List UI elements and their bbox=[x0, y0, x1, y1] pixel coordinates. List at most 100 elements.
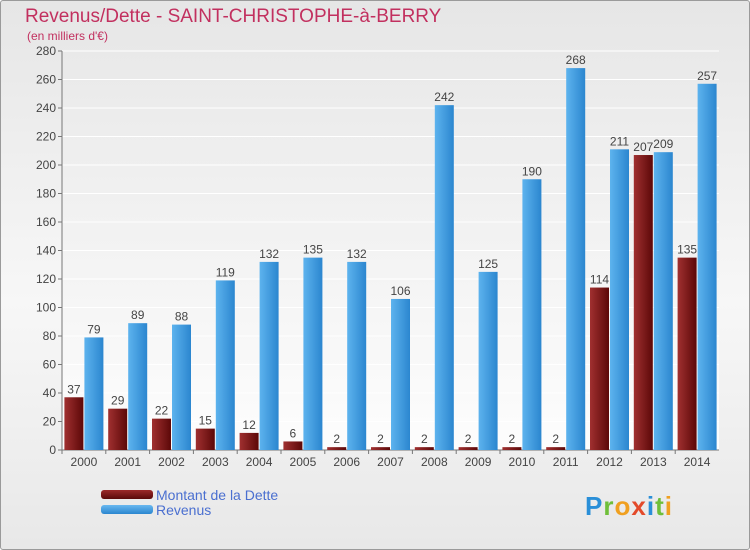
bar-debt-2006 bbox=[327, 447, 347, 450]
y-tick-label-20: 20 bbox=[43, 415, 57, 429]
y-tick-label-260: 260 bbox=[36, 73, 56, 87]
logo-letter: i bbox=[646, 491, 656, 521]
y-tick-label-0: 0 bbox=[49, 443, 56, 457]
y-tick-label-240: 240 bbox=[36, 101, 56, 115]
data-label-debt-2005: 6 bbox=[290, 426, 297, 440]
x-tick-label-2005: 2005 bbox=[290, 455, 317, 469]
bar-revenue-2001 bbox=[128, 323, 148, 450]
x-tick-label-2001: 2001 bbox=[114, 455, 141, 469]
data-label-debt-2004: 12 bbox=[242, 418, 256, 432]
x-tick-label-2007: 2007 bbox=[377, 455, 404, 469]
x-tick-label-2011: 2011 bbox=[553, 455, 579, 469]
bar-revenue-2012 bbox=[610, 149, 629, 450]
legend-swatch-debt bbox=[101, 490, 153, 499]
legend-swatch-revenue bbox=[101, 505, 153, 514]
x-tick-label-2012: 2012 bbox=[596, 455, 623, 469]
legend-label-revenue: Revenus bbox=[156, 501, 212, 518]
y-tick-label-200: 200 bbox=[36, 158, 56, 172]
data-label-debt-2000: 37 bbox=[67, 382, 81, 396]
bar-debt-2004 bbox=[239, 432, 259, 450]
y-tick-label-60: 60 bbox=[43, 358, 57, 372]
data-label-revenue-2004: 132 bbox=[259, 247, 279, 261]
data-label-debt-2003: 15 bbox=[199, 414, 213, 428]
data-label-debt-2008: 2 bbox=[421, 432, 428, 446]
bar-debt-2009 bbox=[458, 447, 478, 450]
bar-revenue-2013 bbox=[653, 152, 673, 451]
bar-revenue-2008 bbox=[434, 105, 454, 451]
proxiti-logo: Proxiti bbox=[585, 491, 673, 522]
data-label-debt-2007: 2 bbox=[377, 432, 384, 446]
data-label-debt-2002: 22 bbox=[155, 404, 169, 418]
y-tick-label-40: 40 bbox=[43, 386, 57, 400]
y-tick-label-180: 180 bbox=[36, 187, 56, 201]
bar-revenue-2010 bbox=[522, 179, 542, 450]
data-label-revenue-2010: 190 bbox=[522, 164, 542, 178]
data-label-revenue-2014: 257 bbox=[697, 69, 717, 83]
data-label-revenue-2002: 88 bbox=[175, 310, 189, 324]
data-label-debt-2006: 2 bbox=[333, 432, 340, 446]
bar-debt-2014 bbox=[677, 257, 697, 450]
bar-revenue-2002 bbox=[172, 324, 191, 450]
data-label-debt-2013: 207 bbox=[633, 140, 653, 154]
logo-letter: i bbox=[664, 491, 673, 521]
x-tick-label-2002: 2002 bbox=[158, 455, 185, 469]
bar-revenue-2003 bbox=[215, 280, 235, 450]
data-label-debt-2001: 29 bbox=[111, 394, 125, 408]
data-label-debt-2011: 2 bbox=[552, 432, 559, 446]
bar-debt-2003 bbox=[195, 428, 215, 450]
bar-revenue-2009 bbox=[478, 271, 498, 450]
data-label-revenue-2001: 89 bbox=[131, 308, 145, 322]
y-tick-label-120: 120 bbox=[36, 272, 56, 286]
bar-debt-2008 bbox=[414, 447, 434, 450]
logo-letter: t bbox=[655, 491, 665, 521]
bar-debt-2005 bbox=[283, 441, 303, 450]
logo-letter: o bbox=[614, 491, 632, 521]
x-tick-label-2004: 2004 bbox=[246, 455, 273, 469]
bar-debt-2010 bbox=[502, 447, 522, 450]
bar-revenue-2000 bbox=[84, 337, 104, 450]
bar-debt-2013 bbox=[633, 155, 653, 450]
logo-letter: P bbox=[585, 491, 604, 521]
data-label-revenue-2013: 209 bbox=[653, 137, 673, 151]
data-label-revenue-2009: 125 bbox=[478, 257, 498, 271]
data-label-revenue-2003: 119 bbox=[216, 265, 235, 279]
y-tick-label-280: 280 bbox=[36, 44, 56, 58]
data-label-revenue-2011: 268 bbox=[566, 53, 586, 67]
y-tick-label-80: 80 bbox=[43, 329, 57, 343]
bar-revenue-2005 bbox=[303, 257, 323, 450]
x-tick-label-2010: 2010 bbox=[509, 455, 536, 469]
x-tick-label-2000: 2000 bbox=[71, 455, 98, 469]
bar-revenue-2006 bbox=[347, 261, 367, 450]
bar-revenue-2014 bbox=[697, 83, 717, 451]
logo-letter: r bbox=[603, 491, 615, 521]
chart-title: Revenus/Dette - SAINT-CHRISTOPHE-à-BERRY bbox=[25, 6, 442, 27]
y-tick-label-220: 220 bbox=[36, 130, 56, 144]
data-label-debt-2014: 135 bbox=[677, 243, 697, 257]
x-tick-label-2014: 2014 bbox=[684, 455, 711, 469]
y-tick-label-100: 100 bbox=[36, 301, 56, 315]
data-label-revenue-2006: 132 bbox=[347, 247, 367, 261]
bar-debt-2007 bbox=[371, 447, 390, 450]
x-tick-label-2013: 2013 bbox=[640, 455, 667, 469]
x-tick-label-2006: 2006 bbox=[333, 455, 360, 469]
bar-debt-2002 bbox=[152, 418, 171, 450]
y-tick-label-140: 140 bbox=[36, 244, 56, 258]
bar-debt-2001 bbox=[108, 408, 128, 450]
x-tick-label-2008: 2008 bbox=[421, 455, 448, 469]
legend-label-debt: Montant de la Dette bbox=[156, 486, 279, 503]
bar-revenue-2007 bbox=[391, 298, 410, 450]
data-label-revenue-2007: 106 bbox=[390, 284, 410, 298]
x-tick-label-2003: 2003 bbox=[202, 455, 229, 469]
bar-revenue-2011 bbox=[566, 68, 586, 450]
legend-item-revenue: Revenus bbox=[101, 501, 278, 518]
legend-item-debt: Montant de la Dette bbox=[101, 486, 279, 503]
bar-debt-2011 bbox=[546, 447, 566, 450]
data-label-debt-2010: 2 bbox=[509, 432, 516, 446]
x-tick-label-2009: 2009 bbox=[465, 455, 492, 469]
bar-debt-2000 bbox=[64, 397, 84, 450]
legend: Montant de la Dette Revenus bbox=[101, 486, 279, 518]
data-label-revenue-2005: 135 bbox=[303, 243, 323, 257]
data-label-debt-2009: 2 bbox=[465, 432, 472, 446]
logo-letter: x bbox=[631, 491, 647, 521]
